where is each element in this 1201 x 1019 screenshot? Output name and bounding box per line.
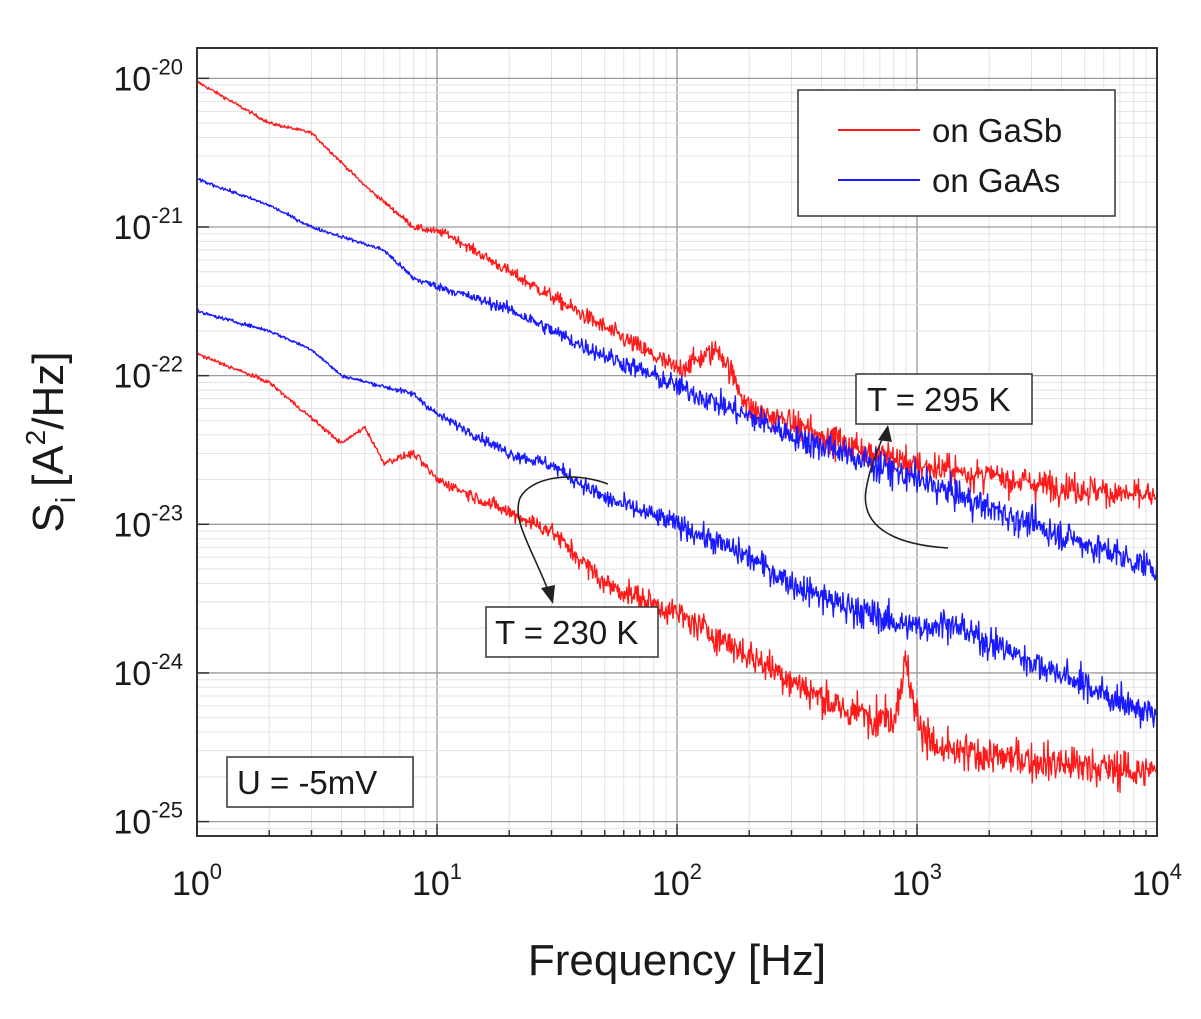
- series-line-2: [196, 309, 1158, 730]
- x-tick-label: 104: [1132, 859, 1182, 903]
- x-axis-label: Frequency [Hz]: [528, 936, 826, 985]
- x-tick-label: 100: [172, 859, 222, 903]
- legend: on GaSb on GaAs: [797, 89, 1116, 217]
- x-tick-label: 101: [412, 859, 462, 903]
- y-tick-label: 10-24: [113, 649, 183, 693]
- series-lines: [196, 80, 1158, 794]
- annotation-t230-label: T = 230 K: [495, 614, 638, 651]
- y-tick-label: 10-25: [113, 798, 183, 842]
- annotation-t295: T = 295 K: [855, 373, 1033, 549]
- y-tick-label: 10-21: [113, 203, 183, 247]
- annotation-voltage-box: [226, 756, 414, 808]
- y-tick-label: 10-20: [113, 54, 183, 98]
- series-line-3: [196, 352, 1158, 794]
- annotation-t230: T = 230 K: [485, 476, 659, 658]
- legend-box: [797, 89, 1116, 217]
- annotation-voltage-label: U = -5mV: [237, 764, 377, 801]
- annotation-t295-box: [855, 373, 1033, 425]
- legend-label-gasb: on GaSb: [932, 112, 1062, 149]
- axis-ticks: 100 101 102 103 104 10-20 10-21 10-22 10-23 10-24…: [113, 54, 1182, 903]
- y-tick-label: 10-22: [113, 352, 183, 396]
- x-tick-label: 102: [652, 859, 702, 903]
- annotation-t230-box: [485, 606, 659, 658]
- series-line-0: [196, 80, 1158, 510]
- series-line-1: [196, 177, 1158, 581]
- annotation-t295-arrowhead: [878, 425, 892, 442]
- annotation-t295-label: T = 295 K: [867, 381, 1010, 418]
- y-tick-label: 10-23: [113, 500, 183, 544]
- annotation-t230-arrowhead: [541, 585, 555, 604]
- annotation-voltage: U = -5mV: [226, 756, 414, 808]
- legend-label-gaas: on GaAs: [932, 162, 1060, 199]
- x-tick-label: 103: [892, 859, 942, 903]
- annotation-t230-arrow: [517, 476, 609, 591]
- y-axis-label: Si[A2/Hz]: [20, 352, 81, 533]
- annotation-t295-arrow: [864, 431, 949, 549]
